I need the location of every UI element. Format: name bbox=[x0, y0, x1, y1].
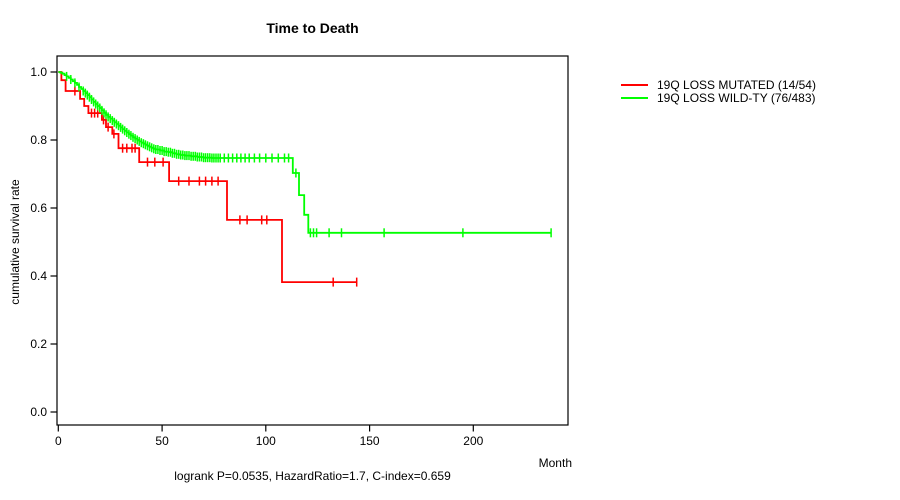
y-axis-tick-label: 0.8 bbox=[30, 133, 47, 147]
stats-annotation: logrank P=0.0535, HazardRatio=1.7, C-ind… bbox=[174, 469, 451, 483]
legend-label-mutated: 19Q LOSS MUTATED (14/54) bbox=[657, 77, 816, 92]
legend-line-wildtype-icon bbox=[621, 96, 648, 99]
legend-label-wildtype: 19Q LOSS WILD-TY (76/483) bbox=[657, 90, 816, 105]
y-axis-tick-label: 0.6 bbox=[30, 201, 47, 215]
plot-frame bbox=[56, 55, 569, 426]
y-axis-tick-label: 0.4 bbox=[30, 269, 47, 283]
survival-curve-mutated bbox=[58, 71, 357, 283]
x-axis-tick-label: 200 bbox=[463, 434, 483, 448]
y-axis-tick-label: 0.0 bbox=[30, 405, 47, 419]
legend-item-wildtype: 19Q LOSS WILD-TY (76/483) bbox=[621, 90, 816, 105]
chart-title: Time to Death bbox=[266, 20, 359, 36]
y-axis-tick-label: 1.0 bbox=[30, 65, 47, 79]
legend-line-mutated-icon bbox=[621, 83, 648, 86]
x-axis-tick-label: 150 bbox=[360, 434, 380, 448]
legend: 19Q LOSS MUTATED (14/54) 19Q LOSS WILD-T… bbox=[621, 77, 816, 105]
x-axis-tick-label: 100 bbox=[256, 434, 276, 448]
legend-item-mutated: 19Q LOSS MUTATED (14/54) bbox=[621, 77, 816, 92]
y-axis-tick-label: 0.2 bbox=[30, 337, 47, 351]
x-axis-label: Month bbox=[538, 456, 572, 470]
x-axis-tick-label: 50 bbox=[155, 434, 169, 448]
x-axis-tick-label: 0 bbox=[55, 434, 62, 448]
